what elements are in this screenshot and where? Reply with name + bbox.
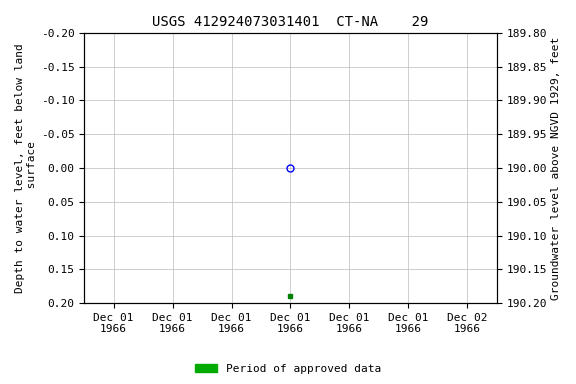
Y-axis label: Depth to water level, feet below land
 surface: Depth to water level, feet below land su…	[15, 43, 37, 293]
Title: USGS 412924073031401  CT-NA    29: USGS 412924073031401 CT-NA 29	[152, 15, 429, 29]
Y-axis label: Groundwater level above NGVD 1929, feet: Groundwater level above NGVD 1929, feet	[551, 36, 561, 300]
Legend: Period of approved data: Period of approved data	[191, 359, 385, 379]
